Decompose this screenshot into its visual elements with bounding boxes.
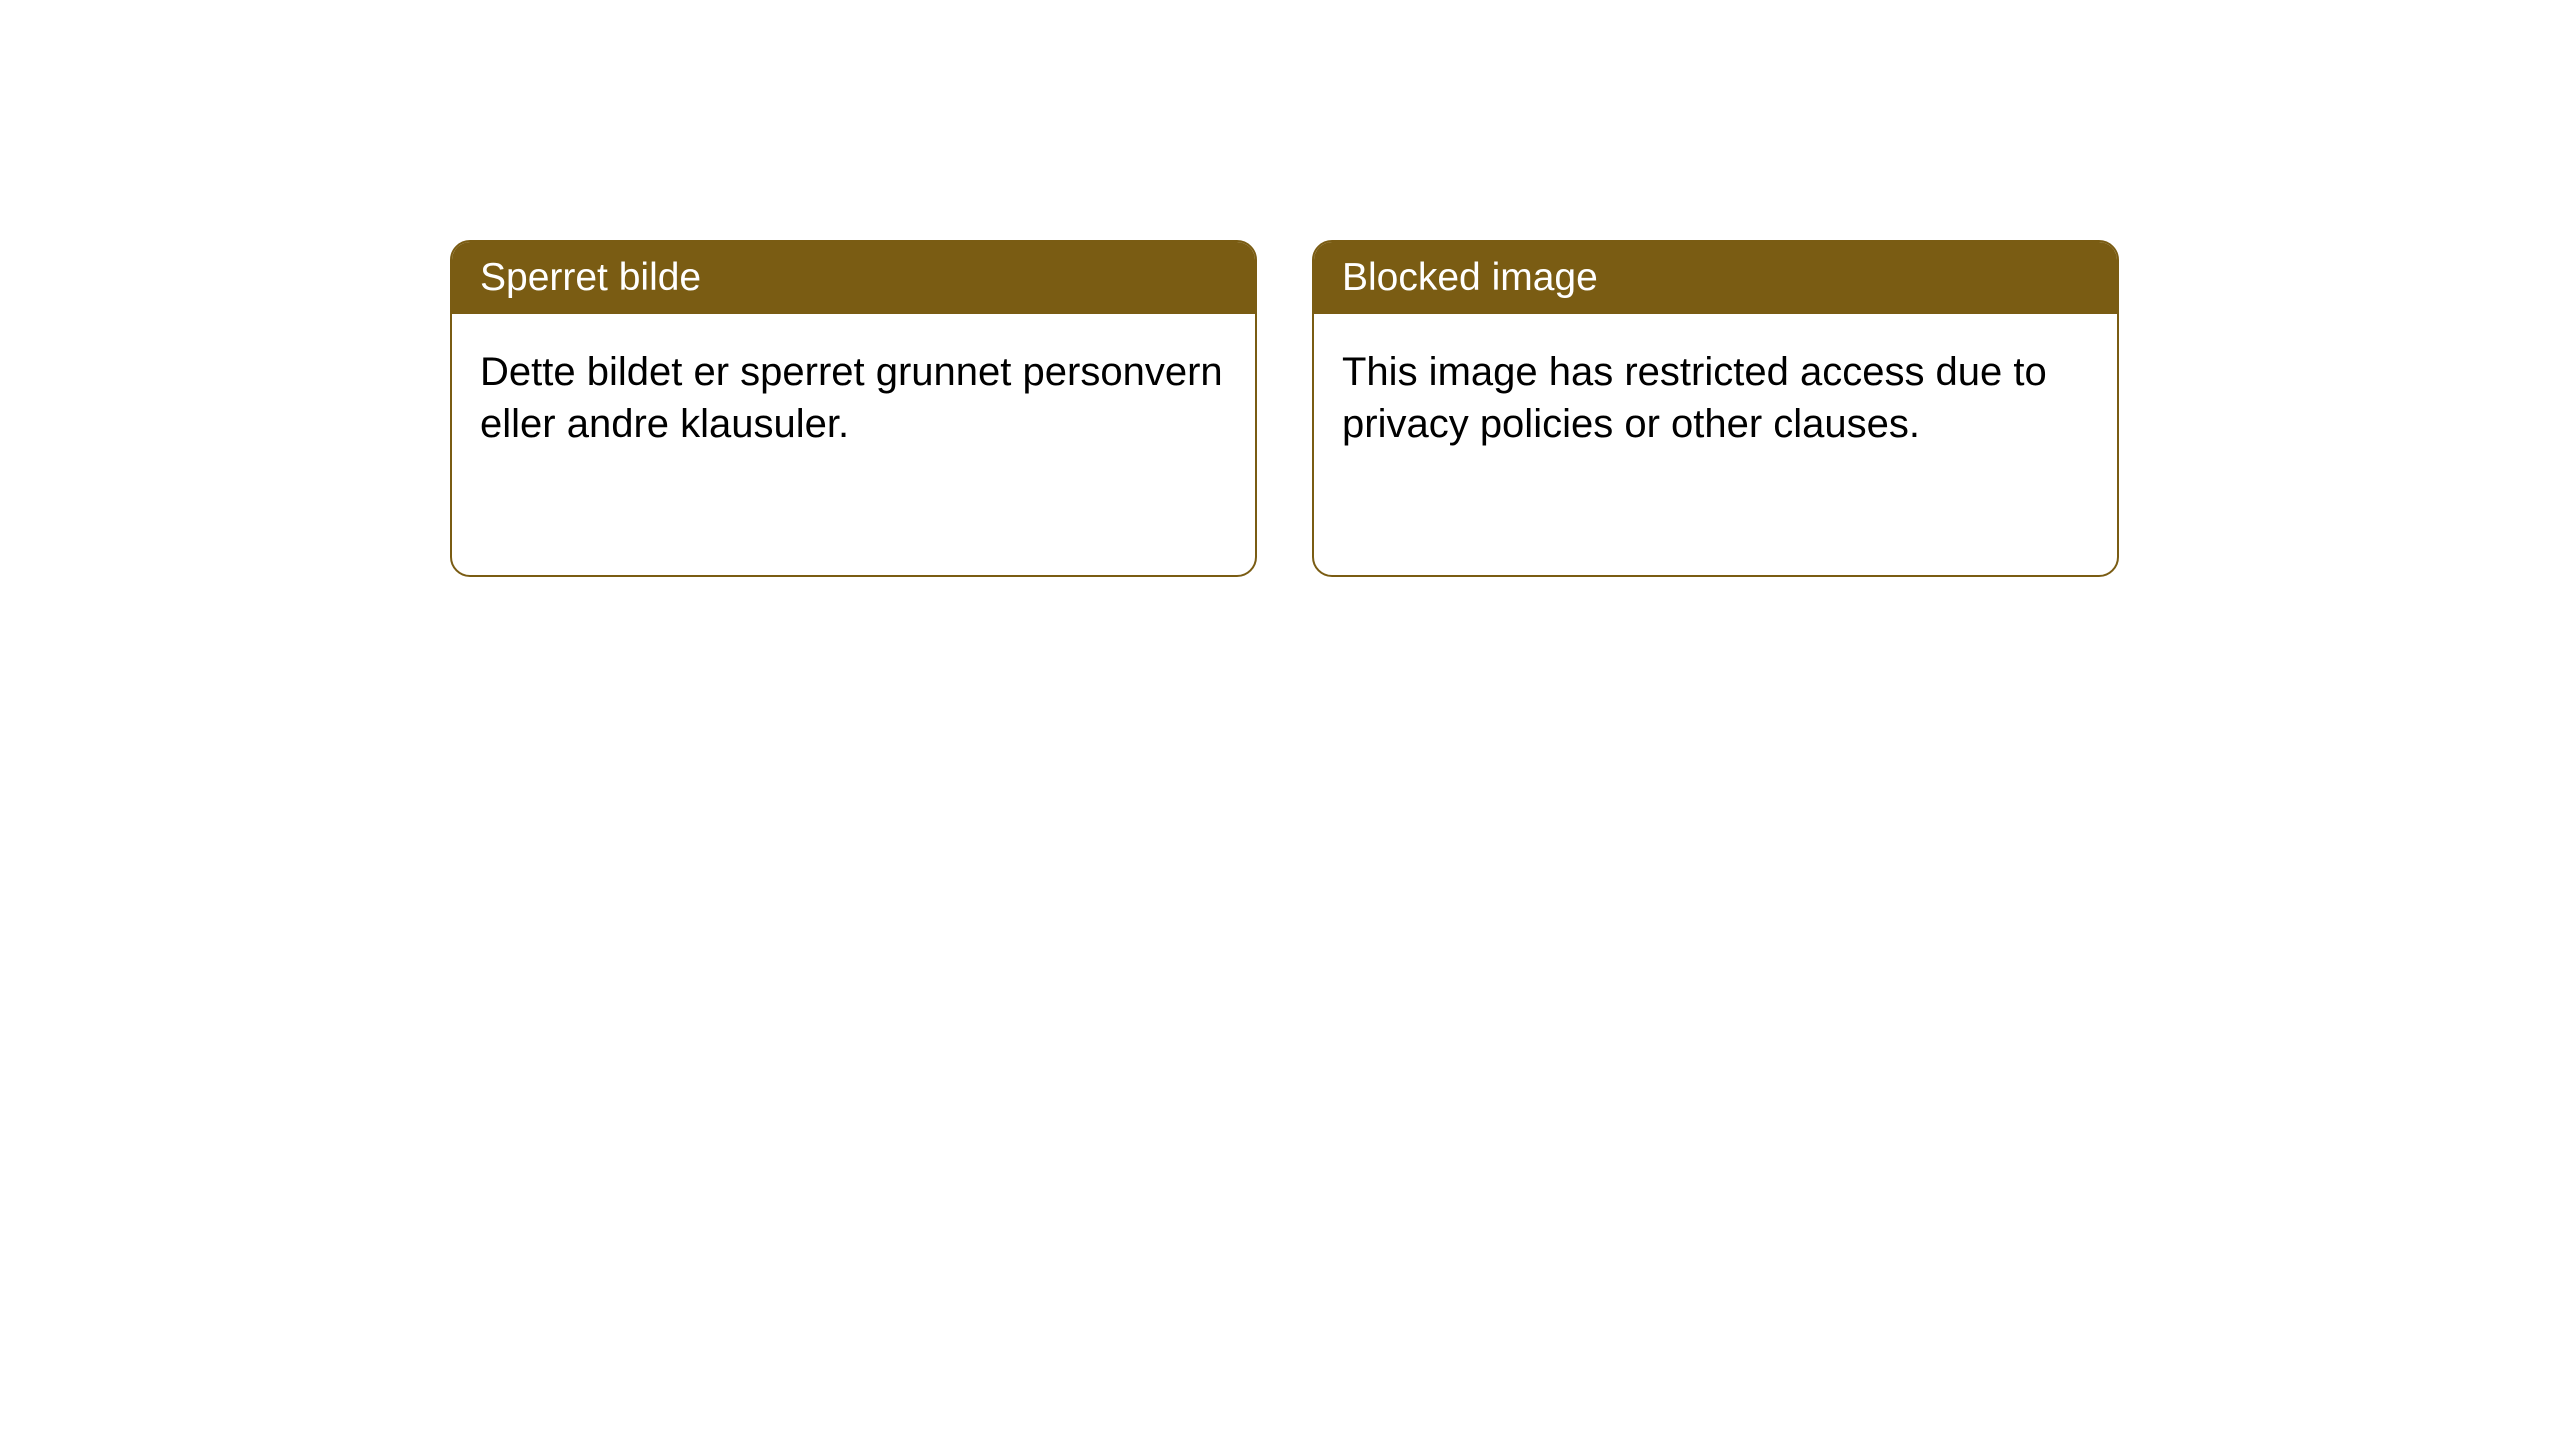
notice-title: Sperret bilde xyxy=(480,256,701,299)
notice-header: Sperret bilde xyxy=(452,242,1255,314)
notice-text: Dette bildet er sperret grunnet personve… xyxy=(480,350,1223,446)
notice-card-english: Blocked image This image has restricted … xyxy=(1312,240,2119,577)
notice-header: Blocked image xyxy=(1314,242,2117,314)
notice-container: Sperret bilde Dette bildet er sperret gr… xyxy=(0,0,2560,577)
notice-card-norwegian: Sperret bilde Dette bildet er sperret gr… xyxy=(450,240,1257,577)
notice-body: Dette bildet er sperret grunnet personve… xyxy=(452,314,1255,482)
notice-body: This image has restricted access due to … xyxy=(1314,314,2117,482)
notice-title: Blocked image xyxy=(1342,256,1598,299)
notice-text: This image has restricted access due to … xyxy=(1342,350,2047,446)
